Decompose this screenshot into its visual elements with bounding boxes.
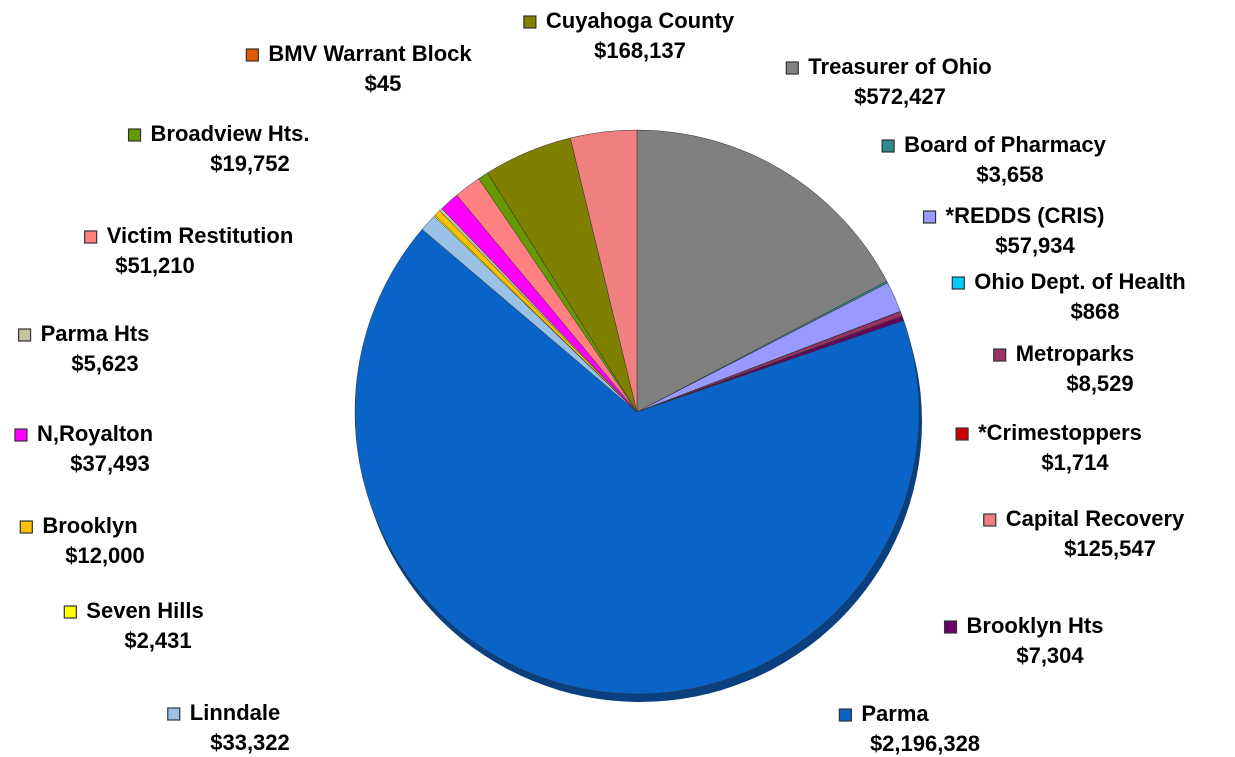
legend-swatch bbox=[922, 210, 937, 224]
value-label: $2,196,328 bbox=[870, 731, 980, 756]
legend-swatch bbox=[881, 139, 895, 153]
value-label: $19,752 bbox=[210, 151, 290, 176]
value-label: $51,210 bbox=[115, 253, 195, 278]
legend-swatch bbox=[943, 620, 958, 634]
value-label: $57,934 bbox=[995, 233, 1075, 258]
legend-label: Brooklyn bbox=[42, 513, 137, 538]
legend-label: Cuyahoga County bbox=[546, 8, 735, 33]
legend-label: Parma bbox=[861, 701, 929, 726]
legend-swatch bbox=[14, 428, 28, 442]
value-label: $2,431 bbox=[124, 628, 191, 653]
legend-label: Seven Hills bbox=[86, 598, 203, 623]
value-label: $37,493 bbox=[70, 451, 150, 476]
legend-label: Treasurer of Ohio bbox=[808, 54, 991, 79]
value-label: $3,658 bbox=[976, 162, 1043, 187]
legend-swatch bbox=[951, 276, 965, 290]
value-label: $572,427 bbox=[854, 84, 946, 109]
legend-swatch bbox=[245, 48, 259, 62]
pie-slice bbox=[354, 228, 920, 695]
legend-label: Metroparks bbox=[1016, 341, 1135, 366]
legend-label: N,Royalton bbox=[37, 421, 153, 446]
legend-swatch bbox=[993, 348, 1007, 362]
legend-label: Ohio Dept. of Health bbox=[974, 269, 1185, 294]
legend-label: *Crimestoppers bbox=[978, 420, 1142, 445]
legend-swatch bbox=[523, 15, 537, 29]
value-label: $868 bbox=[1071, 299, 1120, 324]
legend-label: BMV Warrant Block bbox=[268, 41, 472, 66]
value-label: $168,137 bbox=[594, 38, 686, 63]
legend-swatch bbox=[167, 707, 181, 721]
pie-slice bbox=[570, 129, 638, 413]
legend-label: Capital Recovery bbox=[1006, 506, 1185, 531]
legend-label: *REDDS (CRIS) bbox=[946, 203, 1105, 228]
legend-label: Linndale bbox=[190, 700, 280, 725]
legend-swatch bbox=[983, 513, 997, 527]
legend-swatch bbox=[838, 708, 852, 722]
legend-swatch bbox=[127, 128, 142, 142]
value-label: $12,000 bbox=[65, 543, 145, 568]
value-label: $125,547 bbox=[1064, 536, 1156, 561]
legend-label: Board of Pharmacy bbox=[904, 132, 1106, 157]
legend-label: Parma Hts bbox=[41, 321, 150, 346]
value-label: $45 bbox=[365, 71, 402, 96]
value-label: $5,623 bbox=[71, 351, 138, 376]
legend-label: Broadview Hts. bbox=[151, 121, 310, 146]
legend-swatch bbox=[955, 427, 969, 441]
value-label: $7,304 bbox=[1016, 643, 1084, 668]
pie-slice bbox=[636, 129, 888, 413]
legend-swatch bbox=[19, 520, 33, 534]
legend-swatch bbox=[785, 61, 799, 75]
legend-swatch bbox=[84, 230, 98, 244]
legend-swatch bbox=[17, 328, 32, 342]
value-label: $8,529 bbox=[1066, 371, 1133, 396]
legend-swatch bbox=[63, 605, 77, 619]
legend-label: Victim Restitution bbox=[107, 223, 294, 248]
value-label: $33,322 bbox=[210, 730, 290, 755]
legend-label: Brooklyn Hts bbox=[967, 613, 1104, 638]
value-label: $1,714 bbox=[1041, 450, 1109, 475]
